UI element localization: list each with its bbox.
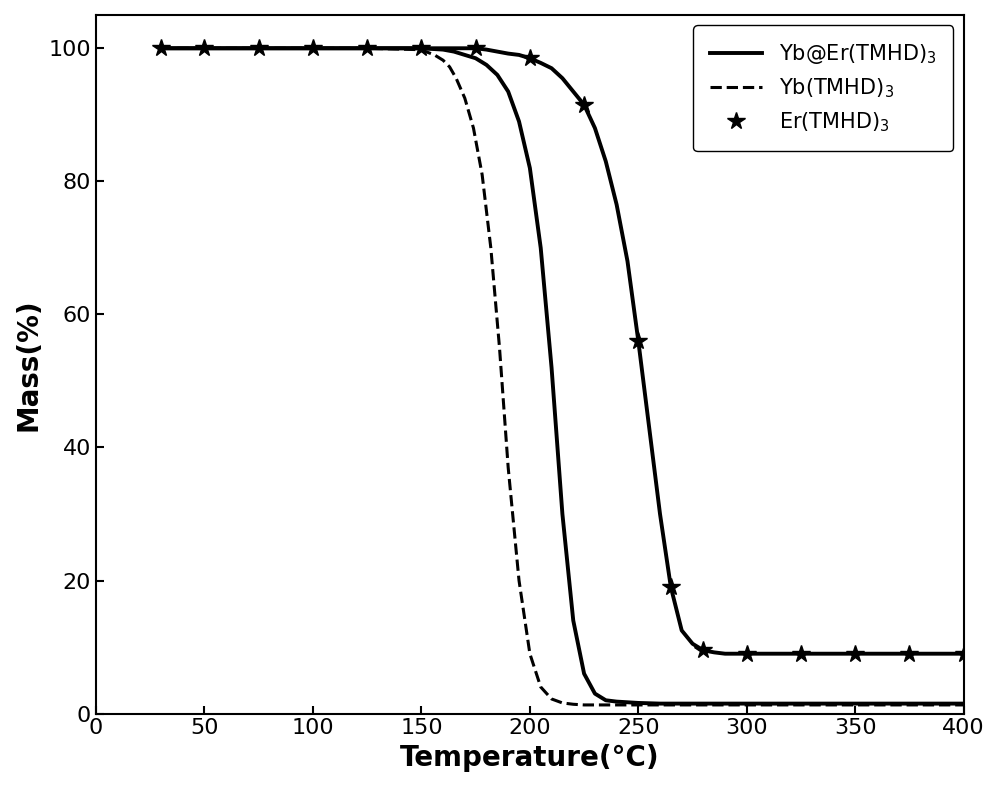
Yb(TMHD)$_3$ bbox=[307, 43, 319, 53]
Er(TMHD)$_3$ bbox=[958, 649, 970, 659]
Yb@Er(TMHD)$_3$ bbox=[621, 697, 633, 707]
Er(TMHD)$_3$ bbox=[415, 43, 427, 53]
Yb(TMHD)$_3$ bbox=[444, 62, 456, 72]
Yb@Er(TMHD)$_3$ bbox=[513, 116, 525, 126]
Yb(TMHD)$_3$ bbox=[198, 43, 210, 53]
Er(TMHD)$_3$ bbox=[361, 43, 373, 53]
Yb@Er(TMHD)$_3$ bbox=[741, 699, 753, 708]
Yb(TMHD)$_3$ bbox=[546, 694, 558, 704]
Yb@Er(TMHD)$_3$ bbox=[253, 43, 265, 53]
Yb@Er(TMHD)$_3$ bbox=[502, 87, 514, 96]
Yb(TMHD)$_3$ bbox=[428, 50, 440, 60]
Er(TMHD)$_3$ bbox=[524, 54, 536, 63]
Yb@Er(TMHD)$_3$ bbox=[198, 43, 210, 53]
Er(TMHD)$_3$ bbox=[795, 649, 807, 659]
Line: Yb(TMHD)$_3$: Yb(TMHD)$_3$ bbox=[161, 48, 964, 705]
Yb(TMHD)$_3$ bbox=[476, 170, 488, 179]
Yb@Er(TMHD)$_3$ bbox=[578, 669, 590, 678]
Yb@Er(TMHD)$_3$ bbox=[654, 699, 666, 708]
Er(TMHD)$_3$ bbox=[665, 582, 677, 592]
Yb@Er(TMHD)$_3$ bbox=[426, 44, 438, 54]
Yb(TMHD)$_3$ bbox=[611, 700, 623, 710]
Yb(TMHD)$_3$ bbox=[632, 700, 644, 710]
Yb@Er(TMHD)$_3$ bbox=[155, 43, 167, 53]
Yb@Er(TMHD)$_3$ bbox=[535, 243, 547, 253]
Line: Er(TMHD)$_3$: Er(TMHD)$_3$ bbox=[152, 39, 973, 663]
Yb(TMHD)$_3$ bbox=[513, 576, 525, 586]
Yb@Er(TMHD)$_3$ bbox=[589, 689, 601, 698]
Yb@Er(TMHD)$_3$ bbox=[600, 696, 612, 705]
Er(TMHD)$_3$ bbox=[578, 100, 590, 109]
Yb(TMHD)$_3$ bbox=[567, 700, 579, 709]
Yb(TMHD)$_3$ bbox=[589, 700, 601, 710]
Er(TMHD)$_3$ bbox=[632, 336, 644, 345]
Er(TMHD)$_3$ bbox=[253, 43, 265, 53]
Yb(TMHD)$_3$ bbox=[849, 700, 861, 710]
Yb(TMHD)$_3$ bbox=[524, 649, 536, 659]
Yb@Er(TMHD)$_3$ bbox=[307, 43, 319, 53]
Er(TMHD)$_3$ bbox=[741, 649, 753, 659]
Yb(TMHD)$_3$ bbox=[493, 343, 505, 353]
Yb@Er(TMHD)$_3$ bbox=[556, 509, 568, 519]
Yb@Er(TMHD)$_3$ bbox=[567, 615, 579, 625]
Yb@Er(TMHD)$_3$ bbox=[480, 60, 492, 69]
Yb@Er(TMHD)$_3$ bbox=[448, 47, 460, 57]
Er(TMHD)$_3$ bbox=[903, 649, 915, 659]
Yb(TMHD)$_3$ bbox=[502, 463, 514, 472]
Yb@Er(TMHD)$_3$ bbox=[415, 43, 427, 53]
Yb(TMHD)$_3$ bbox=[437, 56, 449, 65]
Yb(TMHD)$_3$ bbox=[450, 73, 462, 83]
Er(TMHD)$_3$ bbox=[198, 43, 210, 53]
Yb(TMHD)$_3$ bbox=[958, 700, 970, 710]
Yb(TMHD)$_3$ bbox=[535, 682, 547, 692]
Er(TMHD)$_3$ bbox=[849, 649, 861, 659]
Yb@Er(TMHD)$_3$ bbox=[958, 699, 970, 708]
Yb(TMHD)$_3$ bbox=[411, 45, 423, 54]
Er(TMHD)$_3$ bbox=[307, 43, 319, 53]
Er(TMHD)$_3$ bbox=[470, 43, 482, 53]
Yb@Er(TMHD)$_3$ bbox=[849, 699, 861, 708]
Yb(TMHD)$_3$ bbox=[556, 698, 568, 708]
Yb(TMHD)$_3$ bbox=[155, 43, 167, 53]
Yb(TMHD)$_3$ bbox=[578, 700, 590, 710]
Er(TMHD)$_3$ bbox=[155, 43, 167, 53]
Yb@Er(TMHD)$_3$ bbox=[361, 43, 373, 53]
Er(TMHD)$_3$ bbox=[697, 645, 709, 655]
Yb(TMHD)$_3$ bbox=[600, 700, 612, 710]
Yb(TMHD)$_3$ bbox=[741, 700, 753, 710]
Yb@Er(TMHD)$_3$ bbox=[437, 45, 449, 54]
X-axis label: Temperature(°C): Temperature(°C) bbox=[400, 744, 660, 772]
Yb@Er(TMHD)$_3$ bbox=[470, 54, 482, 63]
Line: Yb@Er(TMHD)$_3$: Yb@Er(TMHD)$_3$ bbox=[161, 48, 964, 704]
Yb(TMHD)$_3$ bbox=[420, 47, 432, 57]
Yb@Er(TMHD)$_3$ bbox=[611, 696, 623, 706]
Yb(TMHD)$_3$ bbox=[485, 243, 497, 253]
Legend: Yb@Er(TMHD)$_3$, Yb(TMHD)$_3$, Er(TMHD)$_3$: Yb@Er(TMHD)$_3$, Yb(TMHD)$_3$, Er(TMHD)$… bbox=[693, 25, 953, 151]
Yb(TMHD)$_3$ bbox=[361, 43, 373, 53]
Yb@Er(TMHD)$_3$ bbox=[491, 70, 503, 79]
Yb@Er(TMHD)$_3$ bbox=[524, 163, 536, 172]
Yb(TMHD)$_3$ bbox=[459, 94, 471, 103]
Yb(TMHD)$_3$ bbox=[253, 43, 265, 53]
Yb@Er(TMHD)$_3$ bbox=[546, 363, 558, 372]
Yb@Er(TMHD)$_3$ bbox=[676, 699, 688, 708]
Yb(TMHD)$_3$ bbox=[467, 124, 479, 133]
Yb@Er(TMHD)$_3$ bbox=[459, 50, 471, 60]
Yb@Er(TMHD)$_3$ bbox=[632, 698, 644, 708]
Y-axis label: Mass(%): Mass(%) bbox=[15, 298, 43, 430]
